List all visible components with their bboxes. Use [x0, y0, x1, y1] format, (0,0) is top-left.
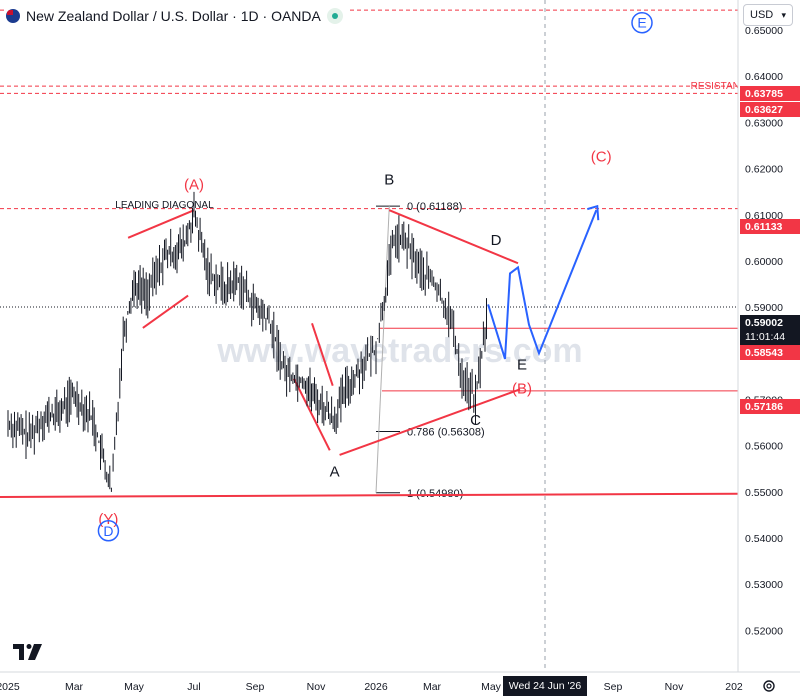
y-tick-label: 0.59000 [745, 302, 783, 314]
x-tick-label: Nov [307, 681, 326, 693]
wave-label: C [470, 412, 481, 429]
wave-a-line-1 [293, 378, 331, 451]
tradingview-logo-icon[interactable] [12, 640, 44, 662]
y-tick-label: 0.54000 [745, 533, 783, 545]
projection-arrow-head [586, 204, 600, 221]
wave-circle [97, 520, 120, 542]
y-tick-label: 0.56000 [745, 441, 783, 453]
wave-labels: (A)LEADING DIAGONALBDACE(B)(C)(Y)DERESIS… [97, 11, 754, 542]
fib-connector [375, 206, 390, 493]
projection-path [487, 209, 598, 360]
wave-label: (B) [512, 381, 532, 398]
price-level-label: 0.58543 [745, 347, 783, 359]
annotation-label: LEADING DIAGONAL [115, 200, 214, 211]
price-level-badge [740, 345, 800, 360]
wave-label: B [384, 172, 394, 189]
price-level-badge [740, 399, 800, 414]
wave-label: D [103, 523, 113, 539]
annotation-label: RESISTANCE [691, 81, 754, 92]
y-tick-label: 0.63000 [745, 117, 783, 129]
fib-level-label: 0 (0.61188) [407, 201, 462, 213]
x-tick-label: Sep [246, 681, 265, 693]
symbol-title[interactable]: New Zealand Dollar / U.S. Dollar · 1D · … [26, 8, 321, 24]
y-tick-label: 0.55000 [745, 487, 783, 499]
x-tick-label: 202 [725, 681, 743, 693]
price-bars [7, 191, 487, 492]
x-tick-label: Sep [604, 681, 623, 693]
x-tick-label: 2025 [0, 681, 20, 693]
fib-level-label: 0.786 (0.56308) [407, 426, 485, 438]
last-price-badge [740, 315, 800, 345]
currency-select[interactable]: USD ▾ [743, 4, 793, 26]
projection [487, 204, 600, 360]
grid: www.wavetraders.com [216, 0, 583, 672]
wave-circle [631, 11, 653, 34]
wave-label: (C) [591, 149, 612, 166]
diagonal-lower-line [142, 294, 189, 329]
x-tick-label: Mar [65, 681, 84, 693]
price-level-label: 0.63785 [745, 88, 783, 100]
x-tick-label: May [124, 681, 145, 693]
wave-a-line-2 [311, 322, 334, 386]
flag-icon [6, 9, 20, 23]
price-level-label: 0.63627 [745, 104, 783, 116]
x-tick-label: Mar [423, 681, 442, 693]
x-tick-label: May [481, 681, 502, 693]
y-tick-label: 0.60000 [745, 256, 783, 268]
wave-label: E [637, 15, 646, 31]
price-level-badge [740, 219, 800, 234]
wave-label: A [330, 464, 340, 481]
y-tick-label: 0.62000 [745, 164, 783, 176]
y-tick-label: 0.65000 [745, 25, 783, 37]
crosshair-date-badge [503, 676, 587, 696]
price-level-label: 0.59002 [745, 317, 783, 329]
time-axis-bg [0, 672, 800, 700]
y-tick-label: 0.53000 [745, 579, 783, 591]
price-level-label: 0.61133 [745, 221, 783, 233]
eye-icon[interactable] [326, 8, 343, 24]
diagonal-upper-line [127, 209, 195, 239]
price-level-badge [740, 86, 800, 101]
chart-header: New Zealand Dollar / U.S. Dollar · 1D · … [6, 5, 349, 27]
y-tick-label: 0.61000 [745, 210, 783, 222]
y-tick-label: 0.64000 [745, 71, 783, 83]
support-trendline [0, 492, 739, 498]
price-level-badge [740, 102, 800, 117]
wave-label: (A) [184, 176, 204, 193]
x-tick-label: 2026 [364, 681, 388, 693]
y-tick-label: 0.52000 [745, 625, 783, 637]
price-level-label: 0.57186 [745, 401, 783, 413]
wave-label: D [491, 232, 502, 249]
currency-label: USD [750, 9, 774, 21]
x-tick-label: Nov [665, 681, 684, 693]
trendlines [0, 209, 739, 498]
x-tick-label: Jul [187, 681, 200, 693]
fib-level-label: 1 (0.54980) [407, 488, 463, 500]
watermark: www.wavetraders.com [216, 332, 582, 370]
wave-label: (Y) [98, 511, 118, 528]
triangle-upper-line [388, 209, 519, 265]
wave-label: E [517, 356, 527, 373]
triangle-lower-line [339, 388, 521, 456]
gear-icon[interactable] [761, 678, 777, 694]
chevron-down-icon: ▾ [781, 9, 786, 20]
crosshair-date-label: Wed 24 Jun '26 [509, 680, 582, 692]
level-lines: 0 (0.61188) 0.786 (0.56308) 1 (0.54980) [0, 9, 800, 500]
countdown-label: 11:01:44 [745, 331, 785, 343]
